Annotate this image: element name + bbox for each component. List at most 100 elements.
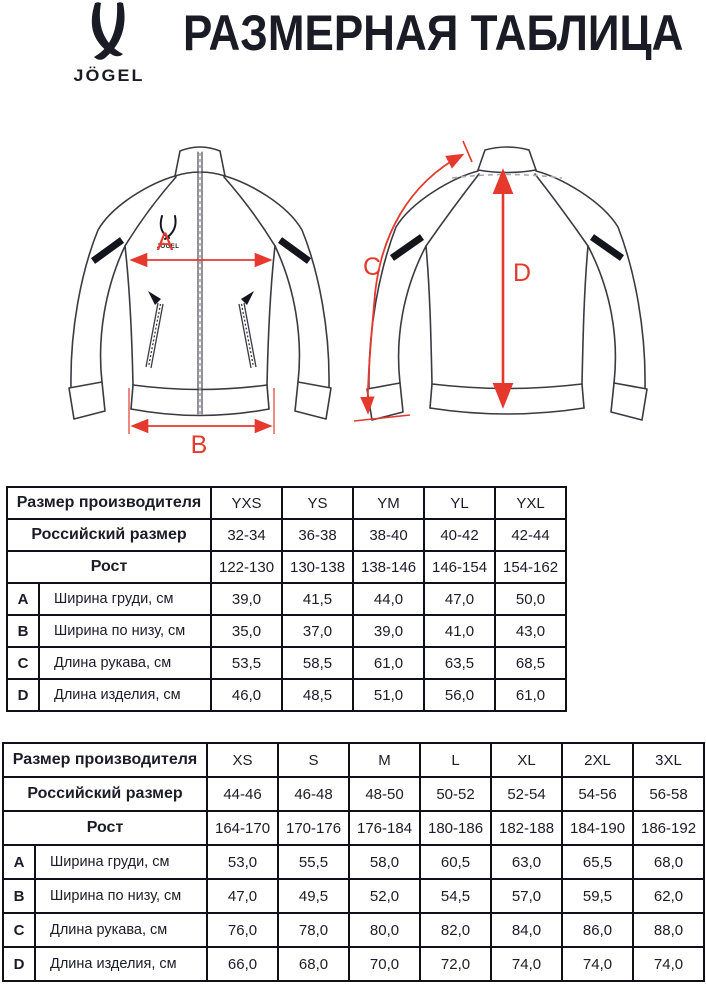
size-cell: YL	[423, 486, 497, 520]
adult-size-table: Размер производителя XS S M L XL 2XL 3XL…	[1, 742, 706, 982]
cell: 48,5	[281, 678, 355, 712]
size-cell: YM	[352, 486, 426, 520]
cell: 184-190	[561, 810, 635, 846]
dim-label: Длина изделия, см	[37, 678, 213, 712]
cell: 138-146	[352, 550, 426, 584]
dim-letter: C	[6, 646, 40, 680]
cell: 56-58	[632, 776, 706, 812]
cell: 40-42	[423, 518, 497, 552]
cell: 41,0	[423, 614, 497, 648]
label-d: D	[513, 259, 531, 287]
size-cell: YXS	[210, 486, 284, 520]
cell: 52-54	[490, 776, 564, 812]
youth-size-table: Размер производителя YXS YS YM YL YXL Ро…	[5, 486, 568, 712]
jacket-back-outline	[366, 146, 648, 421]
cell: 84,0	[490, 912, 564, 948]
dim-label: Ширина груди, см	[37, 582, 213, 616]
table-row: D Длина изделия, см 46,0 48,5 51,0 56,0 …	[6, 678, 568, 712]
cell: 63,0	[490, 844, 564, 880]
jogel-logo-icon	[91, 2, 125, 60]
dim-letter: B	[2, 878, 36, 914]
chest-logo: JÖGEL	[157, 215, 179, 250]
dim-label: Ширина груди, см	[33, 844, 209, 880]
cell: 39,0	[352, 614, 426, 648]
cell: 39,0	[210, 582, 284, 616]
cell: 58,5	[281, 646, 355, 680]
jacket-front-diagram: JÖGEL A B	[68, 146, 332, 459]
cell: 86,0	[561, 912, 635, 948]
table-row: Рост 122-130 130-138 138-146 146-154 154…	[5, 550, 568, 584]
cell: 164-170	[206, 810, 280, 846]
cell: 44,0	[352, 582, 426, 616]
cell: 78,0	[277, 912, 351, 948]
jacket-back-diagram: C D	[353, 140, 648, 422]
dim-letter: C	[2, 912, 36, 948]
dim-letter: A	[6, 582, 40, 616]
dim-label: Ширина по низу, см	[37, 614, 213, 648]
table-row: A Ширина груди, см 39,0 41,5 44,0 47,0 5…	[6, 582, 568, 616]
shoulder-dashed-seam	[451, 173, 563, 179]
size-cell: YS	[281, 486, 355, 520]
table-row: D Длина изделия, см 66,0 68,0 70,0 72,0 …	[2, 946, 706, 982]
cell: 59,5	[561, 878, 635, 914]
cell: 72,0	[419, 946, 493, 982]
size-cell: 3XL	[632, 742, 706, 778]
cell: 53,0	[206, 844, 280, 880]
cell: 49,5	[277, 878, 351, 914]
table-row: Размер производителя YXS YS YM YL YXL	[5, 486, 568, 520]
dim-label: Длина изделия, см	[33, 946, 209, 982]
cell: 53,5	[210, 646, 284, 680]
table-row: C Длина рукава, см 53,5 58,5 61,0 63,5 6…	[6, 646, 568, 680]
cell: 46,0	[210, 678, 284, 712]
row-label: Российский размер	[1, 776, 209, 812]
back-right-sleeve-stripe	[589, 234, 625, 261]
cell: 65,5	[561, 844, 635, 880]
cell: 41,5	[281, 582, 355, 616]
cell: 50,0	[494, 582, 568, 616]
cell: 58,0	[348, 844, 422, 880]
cell: 56,0	[423, 678, 497, 712]
cell: 88,0	[632, 912, 706, 948]
cell: 50-52	[419, 776, 493, 812]
dim-label: Ширина по низу, см	[33, 878, 209, 914]
cell: 47,0	[206, 878, 280, 914]
cell: 32-34	[210, 518, 284, 552]
cell: 54,5	[419, 878, 493, 914]
cell: 68,0	[632, 844, 706, 880]
cell: 47,0	[423, 582, 497, 616]
size-cell: YXL	[494, 486, 568, 520]
cell: 35,0	[210, 614, 284, 648]
left-pocket-pull	[148, 291, 161, 305]
label-a: A	[157, 228, 174, 256]
cell: 54-56	[561, 776, 635, 812]
cell: 48-50	[348, 776, 422, 812]
cell: 74,0	[490, 946, 564, 982]
dim-letter: D	[2, 946, 36, 982]
brand-logo: JÖGEL	[50, 2, 168, 86]
cell: 122-130	[210, 550, 284, 584]
cell: 61,0	[494, 678, 568, 712]
cell: 42-44	[494, 518, 568, 552]
cell: 43,0	[494, 614, 568, 648]
size-cell: XS	[206, 742, 280, 778]
cell: 76,0	[206, 912, 280, 948]
table-row: Размер производителя XS S M L XL 2XL 3XL	[1, 742, 706, 778]
cell: 154-162	[494, 550, 568, 584]
cell: 146-154	[423, 550, 497, 584]
cell: 61,0	[352, 646, 426, 680]
dim-label: Длина рукава, см	[37, 646, 213, 680]
row-label: Рост	[5, 550, 213, 584]
cell: 37,0	[281, 614, 355, 648]
cell: 180-186	[419, 810, 493, 846]
dim-letter: A	[2, 844, 36, 880]
row-label: Российский размер	[5, 518, 213, 552]
table-row: B Ширина по низу, см 35,0 37,0 39,0 41,0…	[6, 614, 568, 648]
table-row: C Длина рукава, см 76,0 78,0 80,0 82,0 8…	[2, 912, 706, 948]
table-row: Российский размер 32-34 36-38 38-40 40-4…	[5, 518, 568, 552]
label-c: C	[363, 253, 381, 281]
cell: 70,0	[348, 946, 422, 982]
cell: 36-38	[281, 518, 355, 552]
back-measure-arrows	[353, 140, 514, 422]
cell: 62,0	[632, 878, 706, 914]
cell: 74,0	[632, 946, 706, 982]
